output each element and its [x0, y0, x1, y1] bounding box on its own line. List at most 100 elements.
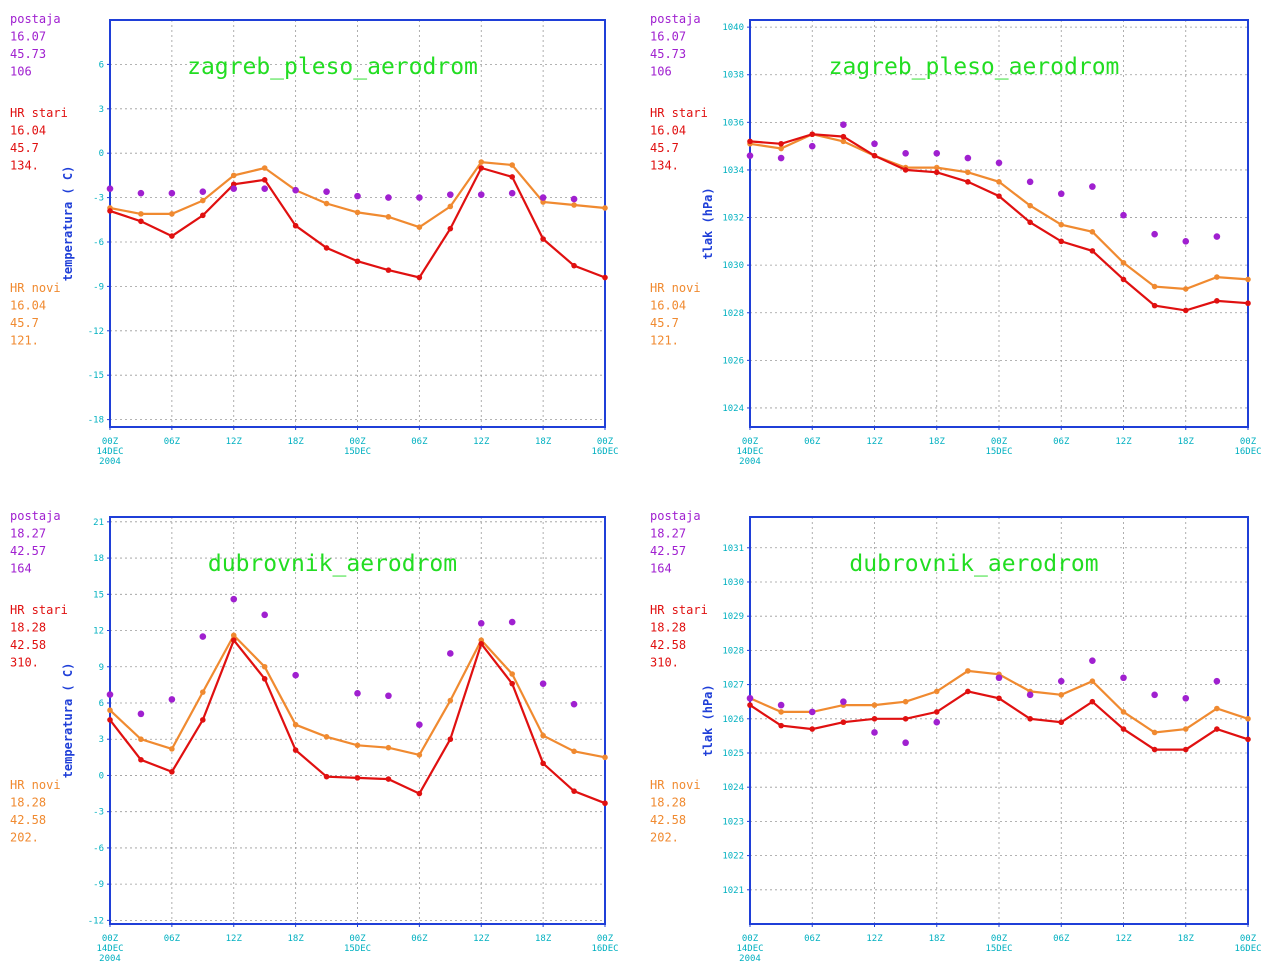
station-info-lon: 16.07: [10, 30, 46, 44]
data-point: [323, 773, 330, 780]
y-tick-label: -18: [88, 416, 104, 426]
chart-title: dubrovnik_aerodrom: [849, 551, 1098, 577]
data-point: [1120, 726, 1127, 732]
data-point: [1026, 178, 1034, 186]
y-tick-label: 12: [93, 627, 104, 637]
data-point: [1182, 726, 1189, 732]
data-point: [840, 133, 847, 140]
station-info-lat: 45.73: [650, 47, 686, 61]
station-info-name: postaja: [650, 509, 701, 523]
y-tick-label: 1032: [722, 214, 744, 224]
data-point: [1151, 746, 1158, 753]
x-tick-label: 00Z: [597, 437, 614, 447]
data-point: [602, 754, 608, 761]
data-point: [447, 191, 454, 198]
data-point: [996, 179, 1002, 185]
x-tick-date-label: 14DEC: [96, 447, 123, 457]
x-tick-date-label: 15DEC: [344, 944, 371, 954]
data-point: [323, 245, 330, 251]
station-info-lat: 42.58: [10, 813, 46, 827]
data-point: [602, 800, 608, 807]
data-point: [902, 149, 909, 157]
x-tick-label: 06Z: [164, 934, 181, 944]
data-point: [1089, 183, 1096, 190]
data-point: [540, 732, 546, 739]
y-tick-label: -3: [93, 194, 104, 204]
x-tick-label: 00Z: [597, 934, 614, 944]
data-point: [107, 717, 113, 723]
data-point: [1058, 221, 1065, 228]
data-point: [138, 756, 144, 763]
station-info-lat: 45.7: [10, 316, 39, 330]
y-tick-label: 1026: [722, 356, 744, 366]
data-point: [809, 131, 816, 138]
x-tick-label: 06Z: [804, 934, 821, 944]
y-tick-label: 1028: [722, 309, 744, 319]
data-point: [354, 192, 361, 200]
y-tick-label: 1031: [722, 544, 744, 554]
data-point: [1089, 657, 1096, 664]
data-point: [261, 611, 268, 619]
x-tick-label: 12Z: [1115, 437, 1132, 447]
station-info-alt: 106: [10, 65, 32, 79]
x-tick-label: 12Z: [473, 437, 490, 447]
x-tick-date-label: 14DEC: [736, 944, 763, 954]
chart-title: zagreb_pleso_aerodrom: [829, 54, 1120, 80]
x-tick-label: 00Z: [349, 437, 366, 447]
data-point: [747, 702, 753, 708]
station-info-lon: 18.28: [10, 796, 46, 810]
x-tick-date-label: 16DEC: [1234, 944, 1261, 954]
data-point: [169, 211, 175, 217]
data-point: [1214, 726, 1220, 732]
station-info-alt: 134.: [10, 159, 39, 173]
data-point: [902, 739, 909, 747]
y-tick-label: 1027: [722, 681, 744, 691]
data-point: [1089, 678, 1096, 684]
y-tick-label: -15: [88, 371, 104, 381]
data-point: [746, 694, 754, 702]
data-point: [1058, 719, 1065, 726]
data-point: [416, 721, 423, 729]
x-tick-date-label: 14DEC: [736, 447, 763, 457]
station-info-lat: 45.73: [10, 47, 46, 61]
data-point: [539, 680, 547, 687]
data-point: [1120, 276, 1127, 283]
data-point: [292, 186, 299, 194]
data-point: [323, 200, 330, 207]
data-point: [169, 769, 175, 775]
station-info-name: HR novi: [650, 778, 701, 792]
data-point: [965, 688, 971, 695]
data-point: [354, 775, 361, 781]
data-point: [1245, 300, 1251, 307]
station-info-lat: 45.7: [650, 141, 679, 155]
data-point: [137, 189, 145, 197]
y-tick-label: 1028: [722, 646, 744, 656]
station-info-alt: 310.: [10, 656, 39, 670]
data-point: [902, 167, 909, 173]
data-point: [106, 185, 114, 193]
y-tick-label: 1025: [722, 749, 744, 759]
data-point: [199, 633, 207, 640]
station-info-lon: 16.04: [650, 299, 686, 313]
station-info-alt: 121.: [10, 334, 39, 348]
y-tick-label: 1030: [722, 261, 744, 271]
data-point: [933, 688, 940, 695]
data-point: [1151, 230, 1158, 238]
x-tick-label: 12Z: [473, 934, 490, 944]
data-point: [200, 197, 206, 204]
station-info-lon: 18.28: [10, 621, 46, 635]
station-info-name: HR stari: [10, 603, 68, 617]
data-point: [1182, 694, 1190, 702]
data-point: [1182, 746, 1189, 753]
data-point: [1057, 190, 1065, 198]
station-info-lon: 18.27: [650, 527, 686, 541]
data-point: [261, 676, 268, 682]
data-point: [1120, 674, 1127, 682]
x-tick-label: 06Z: [1053, 437, 1070, 447]
data-point: [416, 224, 423, 230]
data-point: [1120, 709, 1127, 715]
y-tick-label: 1036: [722, 118, 744, 128]
station-info-name: HR stari: [650, 106, 708, 120]
chart-title: zagreb_pleso_aerodrom: [187, 54, 478, 80]
data-point: [778, 140, 784, 147]
